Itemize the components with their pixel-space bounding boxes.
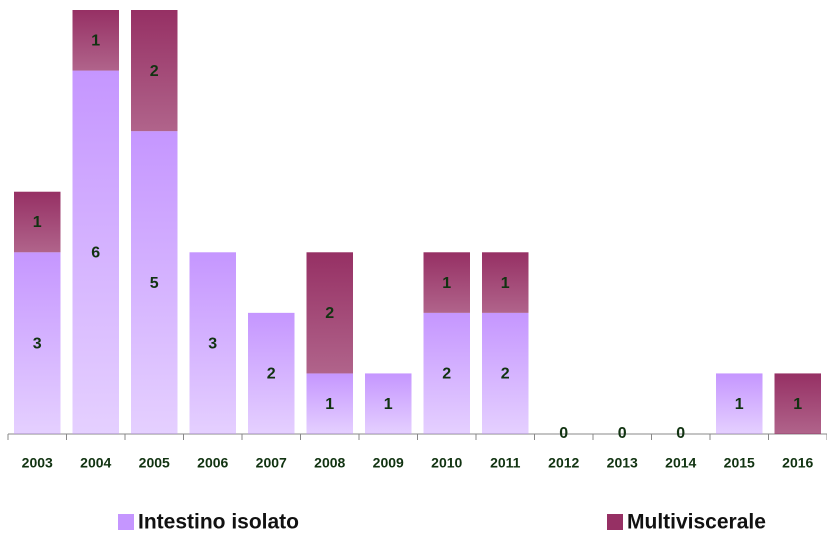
bar-segment [774, 373, 821, 434]
x-tick-label: 2014 [665, 455, 696, 471]
legend-swatch [118, 514, 134, 530]
data-label: 0 [618, 425, 627, 442]
bar-segment [365, 373, 412, 434]
x-tick-label: 2015 [724, 455, 755, 471]
data-label: 1 [442, 275, 451, 292]
data-label: 1 [325, 396, 334, 413]
bar-segment [72, 70, 119, 435]
x-tick-label: 2009 [373, 455, 404, 471]
data-label: 0 [676, 425, 685, 442]
x-tick-label: 2011 [490, 455, 521, 471]
bar-segment [306, 252, 353, 374]
data-label: 1 [501, 275, 510, 292]
data-label: 5 [150, 275, 159, 292]
bar-segment [423, 252, 470, 313]
bar-segment [306, 373, 353, 434]
data-label: 6 [91, 245, 100, 262]
data-label: 2 [325, 305, 334, 322]
bar-segment [131, 10, 178, 132]
bar-segment [423, 312, 470, 434]
x-tick-label: 2016 [782, 455, 813, 471]
bar-segment [14, 252, 61, 434]
data-label: 0 [559, 425, 568, 442]
data-label: 2 [150, 63, 159, 80]
x-tick-label: 2012 [548, 455, 579, 471]
bar-segment [482, 312, 529, 434]
data-label: 1 [91, 33, 100, 50]
x-tick-label: 2004 [80, 455, 111, 471]
bar-segment [131, 131, 178, 434]
data-label: 2 [267, 366, 276, 383]
bar-segment [14, 191, 61, 253]
data-label: 1 [793, 396, 802, 413]
x-tick-label: 2005 [139, 455, 170, 471]
x-tick-label: 2008 [314, 455, 345, 471]
x-tick-label: 2006 [197, 455, 228, 471]
data-label: 3 [208, 335, 217, 352]
legend-label: Multiviscerale [627, 511, 766, 534]
data-label: 1 [33, 214, 42, 231]
legend-label: Intestino isolato [138, 511, 299, 534]
x-tick-label: 2007 [256, 455, 287, 471]
bar-segment [72, 10, 119, 71]
data-label: 2 [501, 366, 510, 383]
data-label: 3 [33, 335, 42, 352]
data-label: 2 [442, 366, 451, 383]
x-tick-label: 2013 [607, 455, 638, 471]
bar-segment [716, 373, 763, 434]
bar-segment [248, 312, 295, 434]
bar-segment [482, 252, 529, 313]
bar-segment [189, 252, 236, 434]
x-tick-label: 2010 [431, 455, 462, 471]
x-tick-label: 2003 [22, 455, 53, 471]
data-label: 1 [735, 396, 744, 413]
legend-swatch [607, 514, 623, 530]
data-label: 1 [384, 396, 393, 413]
